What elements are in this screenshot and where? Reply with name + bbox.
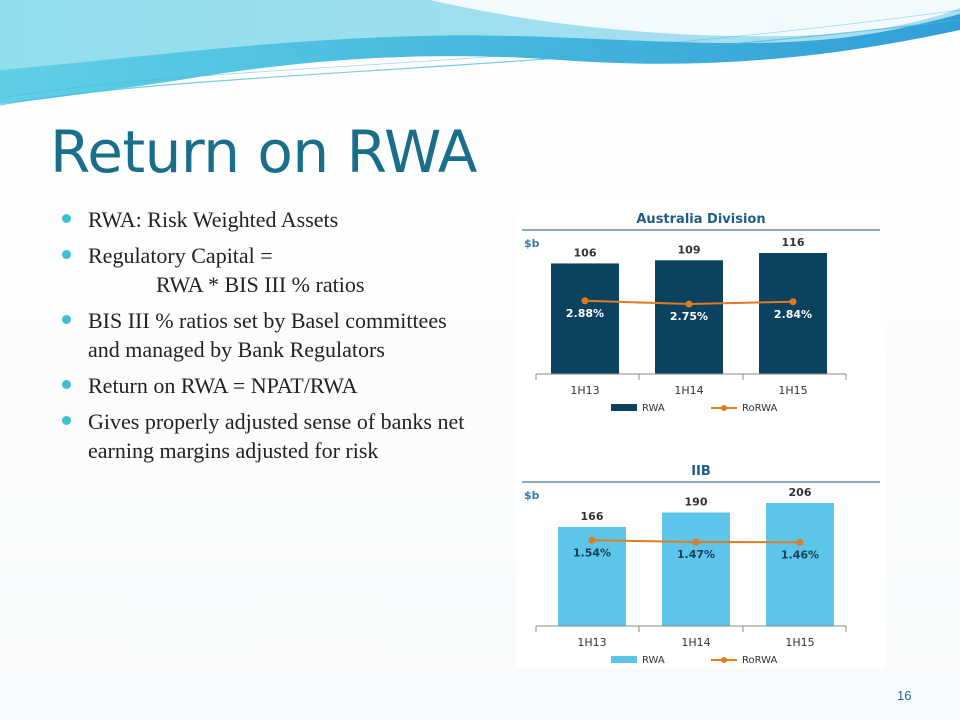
bar-rwa: [759, 253, 827, 374]
bar-value-label: 190: [685, 496, 708, 509]
chart-panel: Australia Division $b 106 109 116 1H13 1H14 1H1…: [516, 200, 886, 668]
legend-marker-rorwa: [721, 657, 727, 663]
legend-swatch-rwa: [611, 656, 637, 663]
rorwa-value-label: 1.54%: [573, 546, 611, 559]
y-axis-unit-label: $b: [524, 237, 540, 250]
rorwa-point: [581, 297, 589, 305]
bar-value-label: 166: [581, 510, 604, 523]
bullet-item: BIS III % ratios set by Basel committees…: [60, 306, 470, 364]
bullet-text: Regulatory Capital =: [88, 243, 273, 268]
bar-rwa: [551, 263, 619, 374]
page-number: 16: [897, 688, 912, 703]
bullet-item: Regulatory Capital = RWA * BIS III % rati…: [60, 241, 470, 299]
bullet-item: RWA: Risk Weighted Assets: [60, 205, 470, 234]
x-tick-label: 1H15: [785, 636, 814, 649]
bullet-item: Return on RWA = NPAT/RWA: [60, 371, 470, 400]
rorwa-value-label: 2.88%: [566, 307, 604, 320]
slide-title: Return on RWA: [50, 118, 477, 186]
x-tick-label: 1H15: [778, 384, 807, 397]
x-tick-label: 1H14: [681, 636, 710, 649]
bullet-text: BIS III % ratios set by Basel committees…: [88, 308, 447, 362]
rorwa-value-label: 1.47%: [677, 548, 715, 561]
x-tick-label: 1H13: [577, 636, 606, 649]
rorwa-value-label: 2.84%: [774, 308, 812, 321]
charts-svg: Australia Division $b 106 109 116 1H13 1H14 1H1…: [522, 212, 880, 666]
x-tick-label: 1H13: [570, 384, 599, 397]
x-tick-label: 1H14: [674, 384, 703, 397]
bullet-text: Gives properly adjusted sense of banks n…: [88, 409, 465, 463]
legend-marker-rorwa: [721, 405, 727, 411]
bar-value-label: 106: [574, 246, 597, 259]
rorwa-value-label: 1.46%: [781, 548, 819, 561]
chart-title: Australia Division: [636, 212, 765, 227]
header-wave-decoration: [0, 0, 960, 106]
bar-rwa: [662, 512, 730, 626]
y-axis-unit-label: $b: [524, 489, 540, 502]
bullet-list: RWA: Risk Weighted Assets Regulatory Cap…: [60, 205, 470, 472]
legend-label-rorwa: RoRWA: [742, 655, 778, 666]
bar-rwa: [655, 260, 723, 374]
bar-value-label: 206: [789, 486, 812, 499]
legend-label-rwa: RWA: [642, 403, 665, 414]
legend-swatch-rwa: [611, 404, 637, 411]
rorwa-point: [685, 300, 693, 308]
bar-value-label: 109: [678, 243, 701, 256]
bar-rwa: [766, 503, 834, 626]
rorwa-value-label: 2.75%: [670, 310, 708, 323]
chart-title: IIB: [691, 464, 711, 479]
bullet-text: Return on RWA = NPAT/RWA: [88, 373, 358, 398]
bar-value-label: 116: [782, 236, 805, 249]
legend-label-rorwa: RoRWA: [742, 403, 778, 414]
rorwa-point: [692, 538, 700, 546]
bullet-text: RWA: Risk Weighted Assets: [88, 207, 339, 232]
legend-label-rwa: RWA: [642, 655, 665, 666]
rorwa-point: [796, 538, 804, 546]
rorwa-point: [789, 298, 797, 306]
bullet-subline: RWA * BIS III % ratios: [156, 272, 365, 297]
bullet-item: Gives properly adjusted sense of banks n…: [60, 407, 470, 465]
rorwa-point: [588, 536, 596, 544]
